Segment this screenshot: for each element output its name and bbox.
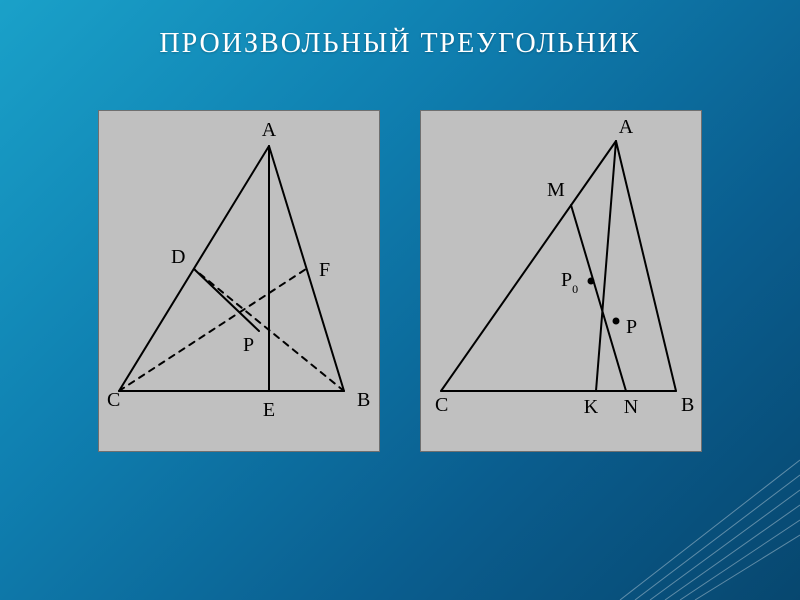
svg-text:K: K (584, 396, 599, 418)
slide-title: ПРОИЗВОЛЬНЫЙ ТРЕУГОЛЬНИК (0, 28, 800, 60)
slide: ПРОИЗВОЛЬНЫЙ ТРЕУГОЛЬНИК A B C D E F P A B C M K N P… (0, 0, 800, 600)
svg-text:B: B (357, 389, 370, 411)
svg-text:P: P (243, 334, 254, 356)
svg-text:C: C (435, 394, 448, 416)
svg-text:P0: P0 (561, 269, 578, 296)
svg-text:A: A (262, 119, 277, 141)
svg-text:C: C (107, 389, 120, 411)
svg-text:P: P (626, 316, 637, 338)
triangle-figure-1: A B C D E F P (98, 110, 380, 452)
svg-text:E: E (263, 399, 275, 421)
svg-text:A: A (619, 116, 634, 138)
svg-text:B: B (681, 394, 694, 416)
triangle-figure-2: A B C M K N P0 P (420, 110, 702, 452)
svg-text:F: F (319, 259, 330, 281)
svg-text:N: N (624, 396, 638, 418)
svg-text:M: M (547, 179, 565, 201)
svg-text:D: D (171, 246, 185, 268)
panels-row: A B C D E F P A B C M K N P0 P (0, 110, 800, 452)
